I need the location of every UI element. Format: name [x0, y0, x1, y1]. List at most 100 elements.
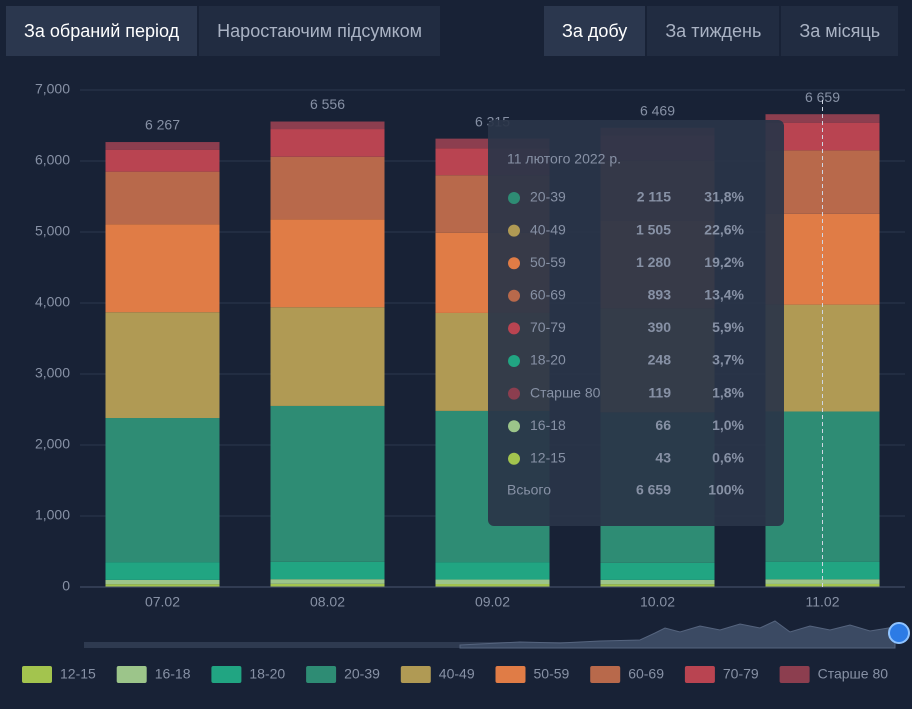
navigator-series [459, 620, 896, 649]
total-label: 6 556 [310, 96, 345, 112]
tooltip-value: 43 [655, 450, 671, 466]
bar-segment [105, 142, 220, 150]
legend-swatch [590, 666, 621, 683]
legend-label: 12-15 [60, 666, 96, 682]
bar-segment [435, 562, 550, 580]
bar-segment [435, 579, 550, 585]
bar-segment [105, 149, 220, 172]
bar-segment [105, 312, 220, 419]
tooltip-name: 20-39 [530, 189, 566, 205]
legend-label: 18-20 [249, 666, 285, 682]
bar-segment [765, 579, 880, 584]
legend-swatch [779, 666, 810, 683]
legend-swatch [684, 666, 715, 683]
bar-segment [270, 129, 385, 157]
tooltip-dot [508, 289, 520, 302]
bar-segment [270, 156, 385, 220]
total-label: 6 659 [805, 89, 840, 105]
x-tick-label: 08.02 [310, 594, 345, 610]
tooltip-box [488, 120, 784, 526]
tooltip-percent: 5,9% [712, 319, 744, 335]
y-tick-label: 0 [62, 578, 70, 594]
tooltip-value: 1 505 [636, 221, 671, 237]
bar-segment [600, 584, 715, 587]
tooltip-percent: 3,7% [712, 352, 744, 368]
bar-segment [105, 418, 220, 563]
bar-segment [105, 224, 220, 313]
tooltip-value: 893 [648, 287, 672, 303]
tooltip-dot [508, 420, 520, 433]
tab[interactable]: За обраний період [6, 6, 198, 56]
bar-segment [270, 561, 385, 580]
tooltip-dot [508, 224, 520, 237]
tooltip-dot [508, 257, 520, 270]
bar-segment [270, 583, 385, 587]
tooltip-percent: 31,8% [704, 189, 744, 205]
tooltip-percent: 1,0% [712, 417, 744, 433]
tooltip-percent: 22,6% [704, 221, 744, 237]
bar-segment [270, 219, 385, 308]
tooltip-dot [508, 387, 520, 400]
bar-segment [105, 579, 220, 585]
bar-segment [765, 304, 880, 412]
bar-segment [765, 114, 880, 123]
legend-label: 40-49 [439, 666, 475, 682]
legend-label: Старше 80 [818, 666, 889, 682]
tooltip-dot [508, 322, 520, 335]
legend-swatch [211, 666, 242, 683]
legend-label: 70-79 [723, 666, 759, 682]
navigator-handle[interactable] [888, 622, 910, 644]
tooltip-name: 70-79 [530, 319, 566, 335]
bar-segment [270, 579, 385, 584]
tab[interactable]: За місяць [781, 6, 899, 56]
y-tick-label: 2,000 [35, 436, 70, 452]
y-tick-label: 3,000 [35, 365, 70, 381]
y-tick-label: 7,000 [35, 81, 70, 97]
period-tabs: За обраний період Наростаючим підсумком [6, 6, 441, 56]
tab[interactable]: За добу [544, 6, 646, 56]
bar-segment [105, 171, 220, 225]
tooltip-value: 119 [648, 384, 671, 400]
y-tick-label: 1,000 [35, 507, 70, 523]
total-label: 6 469 [640, 102, 675, 118]
legend-swatch [306, 666, 337, 683]
x-tick-label: 10.02 [640, 594, 675, 610]
bar-segment [765, 150, 880, 214]
legend-label: 16-18 [155, 666, 191, 682]
tab[interactable]: Наростаючим підсумком [199, 6, 441, 56]
legend-label: 60-69 [628, 666, 664, 682]
tooltip-value: 2 115 [637, 189, 671, 205]
legend-swatch [400, 666, 431, 683]
tooltip-name: Всього [507, 482, 551, 498]
bar-segment [435, 584, 550, 587]
interval-tabs: За добу За тиждень За місяць [544, 6, 899, 56]
total-label: 6 267 [145, 117, 180, 133]
tooltip-name: 50-59 [530, 254, 566, 270]
bar-segment [105, 562, 220, 580]
legend-swatch [22, 666, 52, 683]
tooltip-value: 1 280 [636, 254, 671, 270]
tooltip-name: 60-69 [530, 287, 566, 303]
bar-segment [600, 562, 715, 580]
x-tick-label: 09.02 [475, 594, 510, 610]
tooltip-percent: 13,4% [704, 287, 744, 303]
bar-segment [270, 405, 385, 562]
tooltip-dot [508, 192, 520, 204]
tooltip-percent: 1,8% [712, 384, 744, 400]
x-tick-label: 11.02 [806, 594, 840, 610]
tooltip-percent: 100% [708, 482, 744, 498]
bar-segment [270, 121, 385, 130]
tooltip-value: 390 [648, 319, 672, 335]
tooltip-title: 11 лютого 2022 р. [507, 151, 621, 167]
y-tick-label: 6,000 [35, 152, 70, 168]
tooltip-name: Старше 80 [530, 384, 601, 400]
bar-segment [270, 307, 385, 406]
tooltip-dot [508, 355, 520, 367]
y-tick-label: 5,000 [35, 223, 70, 239]
bar-segment [105, 584, 220, 587]
tab[interactable]: За тиждень [647, 6, 780, 56]
tooltip-percent: 0,6% [712, 450, 744, 466]
tooltip-name: 16-18 [530, 417, 566, 433]
